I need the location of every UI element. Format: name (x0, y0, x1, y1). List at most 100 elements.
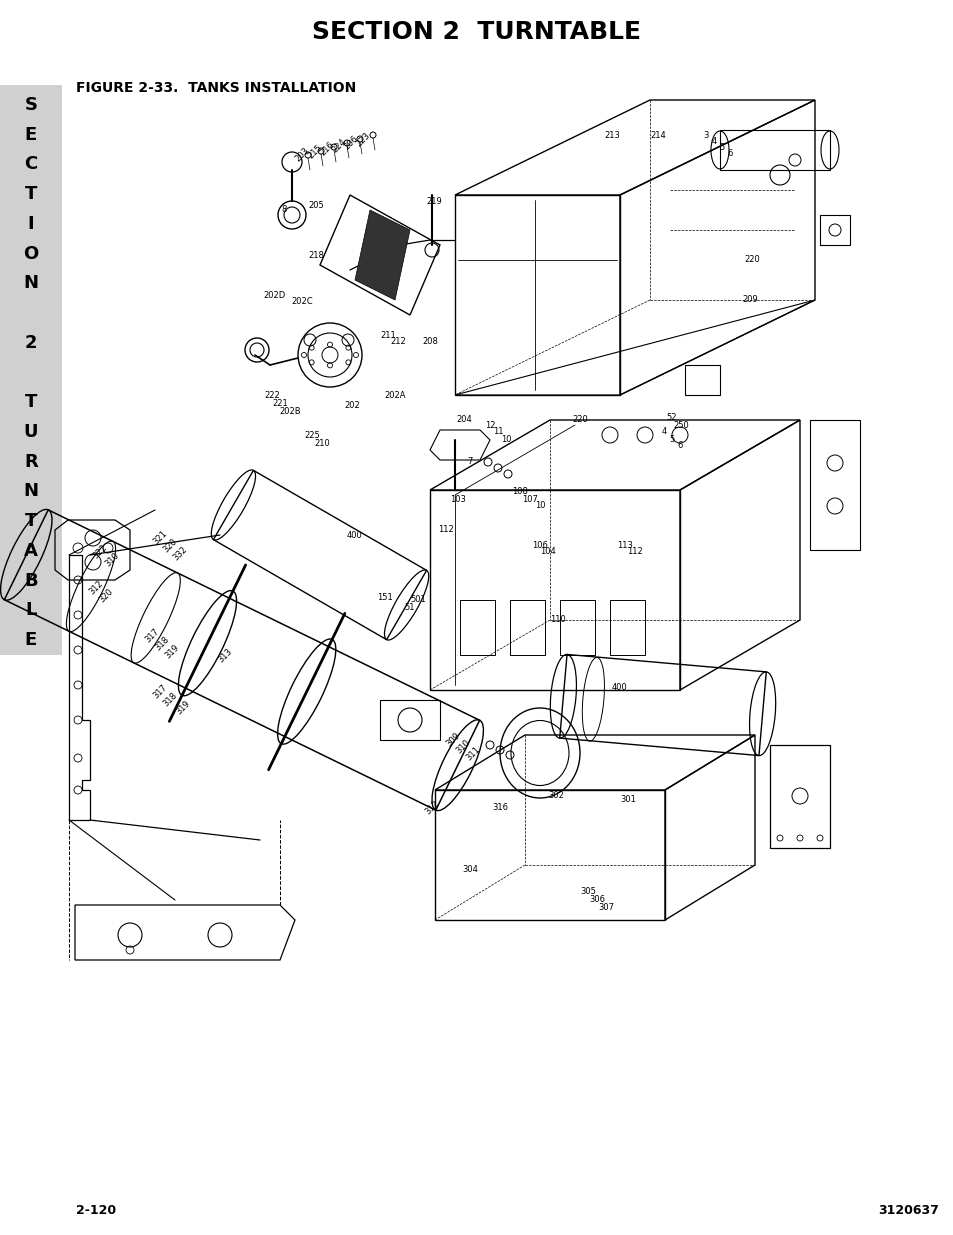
Text: T: T (25, 393, 37, 411)
Text: B: B (24, 572, 38, 589)
Text: 113: 113 (617, 541, 632, 550)
Text: 10: 10 (535, 501, 545, 510)
Text: 110: 110 (550, 615, 565, 625)
Text: 219: 219 (426, 198, 441, 206)
Text: 5: 5 (719, 143, 724, 152)
Text: 313: 313 (216, 647, 233, 664)
Text: 312: 312 (87, 579, 105, 597)
Text: E: E (25, 631, 37, 650)
Text: 320: 320 (97, 587, 114, 605)
Text: L: L (26, 601, 36, 619)
Text: T: T (25, 513, 37, 530)
Text: 3120637: 3120637 (877, 1203, 938, 1216)
Text: 305: 305 (579, 888, 596, 897)
Text: 151: 151 (376, 594, 393, 603)
Text: 204: 204 (456, 415, 472, 425)
Text: 5: 5 (669, 435, 674, 443)
Text: S: S (25, 96, 37, 114)
Text: 310: 310 (454, 739, 472, 756)
Text: 4: 4 (711, 137, 716, 147)
Text: SECTION 2  TURNTABLE: SECTION 2 TURNTABLE (313, 20, 640, 44)
Text: 106: 106 (532, 541, 547, 550)
Text: 202D: 202D (264, 290, 286, 300)
Text: C: C (25, 156, 37, 173)
Text: 8: 8 (281, 205, 287, 215)
Text: 310: 310 (103, 551, 121, 569)
Text: 202C: 202C (291, 298, 313, 306)
Text: 206: 206 (342, 135, 359, 152)
Text: N: N (24, 274, 38, 293)
Bar (0, 85, 62, 655)
Text: 220: 220 (572, 415, 587, 425)
Text: A: A (24, 542, 38, 559)
Text: 2: 2 (25, 333, 37, 352)
Text: 202B: 202B (279, 406, 300, 415)
Text: 332: 332 (171, 545, 189, 563)
Text: 10: 10 (500, 435, 511, 443)
Text: FIGURE 2-33.  TANKS INSTALLATION: FIGURE 2-33. TANKS INSTALLATION (76, 82, 355, 95)
Text: 322: 322 (91, 543, 109, 561)
Polygon shape (355, 210, 410, 300)
Text: 108: 108 (512, 488, 527, 496)
Text: 7: 7 (467, 457, 472, 467)
Text: 4: 4 (660, 427, 666, 436)
Text: 112: 112 (437, 526, 454, 535)
Text: 250: 250 (673, 420, 688, 430)
Text: 311: 311 (464, 745, 481, 763)
Text: 400: 400 (347, 531, 362, 540)
Text: 318: 318 (161, 692, 178, 709)
Text: 224: 224 (330, 137, 348, 154)
Text: 306: 306 (588, 895, 604, 904)
Text: 211: 211 (379, 331, 395, 340)
Text: 321: 321 (151, 530, 169, 547)
Text: 51: 51 (404, 604, 415, 613)
Text: 302: 302 (547, 790, 563, 799)
Text: 202: 202 (344, 400, 359, 410)
Text: 107: 107 (521, 494, 537, 504)
Text: 221: 221 (272, 399, 288, 408)
Text: 52: 52 (666, 414, 677, 422)
Text: T: T (25, 185, 37, 204)
Text: 319: 319 (174, 699, 192, 716)
Text: O: O (24, 245, 38, 263)
Text: 214: 214 (649, 131, 665, 141)
Text: N: N (24, 483, 38, 500)
Text: 3: 3 (702, 131, 708, 141)
Text: 216: 216 (318, 141, 335, 158)
Text: 112: 112 (626, 547, 642, 557)
Text: 12: 12 (484, 420, 495, 430)
Text: 317: 317 (143, 627, 161, 645)
Text: 6: 6 (726, 149, 732, 158)
Text: 320: 320 (161, 537, 178, 555)
Text: 11: 11 (493, 427, 503, 436)
Text: 304: 304 (461, 866, 477, 874)
Text: 215: 215 (306, 143, 323, 161)
Text: 318: 318 (153, 635, 171, 653)
Text: 103: 103 (450, 495, 465, 505)
Text: 225: 225 (304, 431, 319, 440)
Text: 309: 309 (444, 731, 461, 748)
Text: 2-120: 2-120 (76, 1203, 116, 1216)
Text: I: I (28, 215, 34, 233)
Text: 209: 209 (741, 295, 757, 305)
Text: 307: 307 (598, 904, 614, 913)
Text: 301: 301 (619, 795, 636, 804)
Text: 104: 104 (539, 547, 556, 557)
Text: 316: 316 (492, 804, 507, 813)
Text: 218: 218 (308, 251, 324, 259)
Text: 203: 203 (293, 146, 311, 164)
Text: 213: 213 (603, 131, 619, 141)
Text: 319: 319 (163, 643, 181, 661)
Text: U: U (24, 422, 38, 441)
Text: 220: 220 (743, 256, 760, 264)
Text: 205: 205 (308, 200, 323, 210)
Text: 222: 222 (264, 390, 279, 399)
Text: 400: 400 (612, 683, 627, 693)
Text: 501: 501 (410, 595, 425, 604)
Text: 317: 317 (151, 683, 169, 700)
Text: 208: 208 (421, 337, 437, 347)
Text: 312: 312 (423, 799, 440, 816)
Text: 6: 6 (677, 441, 682, 451)
Text: 223: 223 (354, 131, 372, 148)
Text: 212: 212 (390, 337, 405, 347)
